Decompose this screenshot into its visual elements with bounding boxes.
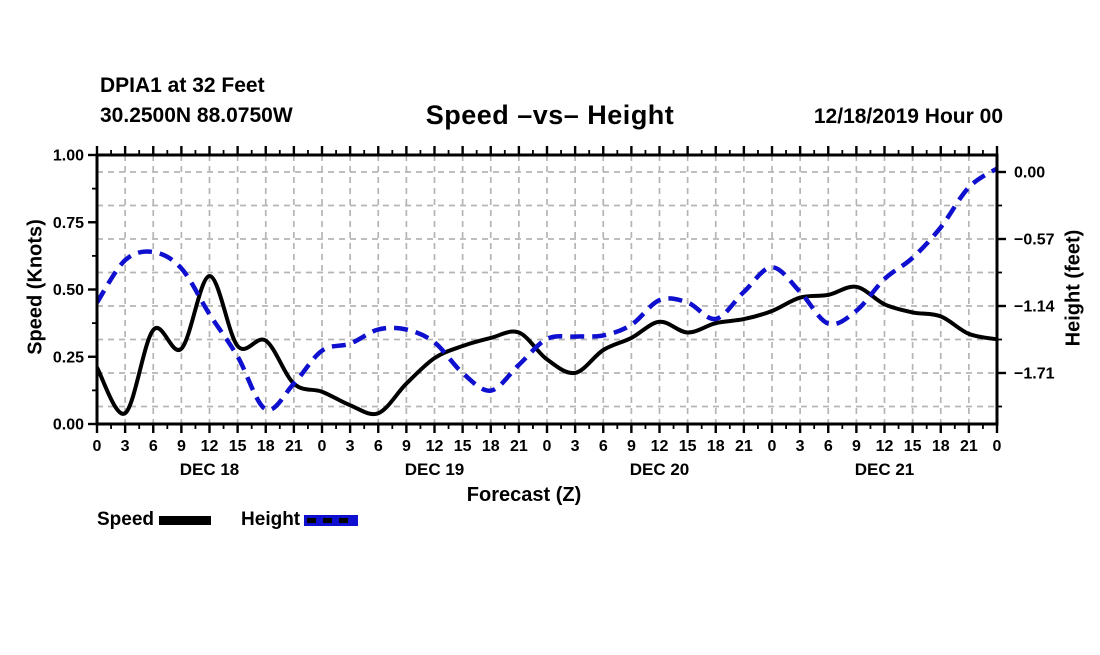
x-axis-label: Forecast (Z) <box>466 484 582 506</box>
svg-text:21: 21 <box>960 438 978 455</box>
svg-text:0: 0 <box>543 438 552 455</box>
svg-text:0.50: 0.50 <box>53 282 84 299</box>
svg-text:21: 21 <box>735 438 753 455</box>
svg-text:3: 3 <box>796 438 805 455</box>
svg-text:0: 0 <box>318 438 327 455</box>
svg-text:1.00: 1.00 <box>53 148 84 165</box>
svg-text:18: 18 <box>482 438 500 455</box>
svg-text:12: 12 <box>426 438 444 455</box>
svg-text:0.00: 0.00 <box>1014 165 1045 182</box>
day-label: DEC 20 <box>630 460 690 479</box>
svg-text:−0.57: −0.57 <box>1014 232 1055 249</box>
svg-text:12: 12 <box>651 438 669 455</box>
height-line-swatch <box>304 514 359 526</box>
svg-text:9: 9 <box>402 438 411 455</box>
left-axis-label: Speed (Knots) <box>24 219 47 355</box>
svg-text:0: 0 <box>768 438 777 455</box>
tick-labels: 0 3 6 9 12 15 18 21 0 3 6 9 12 15 18 21 0 3 6 9 12 15 18 21 0 3 6 9… <box>53 148 1055 480</box>
svg-text:3: 3 <box>121 438 130 455</box>
svg-text:15: 15 <box>679 438 697 455</box>
svg-text:9: 9 <box>177 438 186 455</box>
svg-text:−1.71: −1.71 <box>1014 366 1055 383</box>
height-curve <box>96 166 998 413</box>
svg-text:9: 9 <box>627 438 636 455</box>
day-label: DEC 18 <box>180 460 240 479</box>
legend-height-label: Height <box>241 509 301 530</box>
svg-text:0.25: 0.25 <box>53 349 84 366</box>
svg-text:6: 6 <box>149 438 158 455</box>
svg-text:18: 18 <box>932 438 950 455</box>
svg-text:21: 21 <box>510 438 528 455</box>
svg-text:21: 21 <box>285 438 303 455</box>
svg-text:18: 18 <box>707 438 725 455</box>
svg-text:0.00: 0.00 <box>53 417 84 434</box>
axis-ticks <box>88 146 1006 433</box>
speed-line-swatch <box>159 515 212 525</box>
station-name: DPIA1 at 32 Feet <box>100 74 265 97</box>
svg-text:6: 6 <box>599 438 608 455</box>
station-coords: 30.2500N 88.0750W <box>100 104 293 127</box>
legend-speed-label: Speed <box>97 509 155 530</box>
day-label: DEC 19 <box>405 460 465 479</box>
forecast-run-date: 12/18/2019 Hour 00 <box>813 105 1003 128</box>
day-label: DEC 21 <box>855 460 915 479</box>
svg-text:3: 3 <box>571 438 580 455</box>
legend: Speed Height <box>97 509 359 531</box>
svg-text:0.75: 0.75 <box>53 215 84 232</box>
svg-text:6: 6 <box>824 438 833 455</box>
svg-text:3: 3 <box>346 438 355 455</box>
svg-text:9: 9 <box>852 438 861 455</box>
svg-text:0: 0 <box>993 438 1002 455</box>
chart-title: Speed –vs– Height <box>425 100 675 130</box>
svg-text:12: 12 <box>201 438 219 455</box>
svg-text:15: 15 <box>454 438 472 455</box>
svg-text:6: 6 <box>374 438 383 455</box>
svg-text:12: 12 <box>876 438 894 455</box>
svg-text:15: 15 <box>229 438 247 455</box>
svg-text:18: 18 <box>257 438 275 455</box>
svg-text:0: 0 <box>93 438 102 455</box>
svg-text:15: 15 <box>904 438 922 455</box>
svg-text:−1.14: −1.14 <box>1014 299 1055 316</box>
right-axis-label: Height (feet) <box>1062 229 1085 347</box>
